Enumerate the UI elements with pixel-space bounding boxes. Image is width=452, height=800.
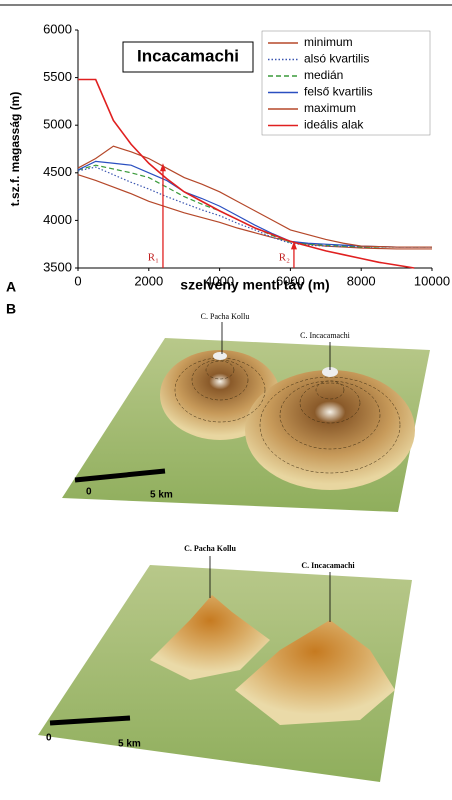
series-line — [77, 166, 432, 248]
x-tick-label: 4000 — [205, 273, 234, 288]
render-relief: C. Pacha Kollu C. Incacamachi 0 5 km — [38, 544, 412, 782]
y-axis-label: t.sz.f. magasság (m) — [8, 92, 22, 207]
peak-label: C. Incacamachi — [300, 331, 351, 340]
series-line — [77, 145, 432, 248]
scale-label: 0 — [86, 487, 92, 498]
x-tick-label: 10000 — [414, 273, 450, 288]
chart-title: Incacamachi — [137, 46, 239, 65]
series-line — [77, 160, 432, 248]
legend-box — [261, 30, 431, 136]
arrow-head — [290, 241, 297, 250]
legend-label: maximum — [304, 101, 356, 115]
legend-label: ideális alak — [304, 118, 364, 132]
y-tick-label: 5500 — [43, 69, 72, 84]
arrow-head — [159, 163, 166, 172]
y-tick-label: 6000 — [43, 21, 72, 36]
peak-label: C. Pacha Kollu — [184, 544, 236, 553]
scale-label: 5 km — [118, 739, 141, 750]
y-tick-label: 4500 — [43, 164, 72, 179]
peak-label: C. Pacha Kollu — [201, 312, 250, 321]
series-line — [78, 78, 415, 269]
peak-label: C. Incacamachi — [301, 561, 355, 570]
x-tick-label: 6000 — [276, 273, 305, 288]
title-box — [122, 41, 254, 73]
annotation-label: R₂ — [279, 252, 290, 264]
x-tick-label: 2000 — [134, 273, 163, 288]
annotation-label: R₁ — [148, 252, 159, 264]
legend-label: medián — [304, 68, 343, 82]
render-contour: C. Pacha Kollu C. Incacamachi 0 5 km — [62, 312, 430, 512]
panel-label: B — [6, 301, 16, 317]
scale-label: 0 — [46, 733, 52, 744]
legend-label: alsó kvartilis — [304, 52, 369, 66]
series-line — [77, 174, 432, 250]
x-axis-label: szelvény menti táv (m) — [180, 277, 329, 293]
y-tick-label: 3500 — [43, 259, 72, 274]
series-line — [77, 164, 432, 248]
y-tick-label: 4000 — [43, 212, 72, 227]
x-tick-label: 8000 — [347, 273, 376, 288]
legend-label: felső kvartilis — [304, 85, 373, 99]
y-tick-label: 5000 — [43, 117, 72, 132]
x-tick-label: 0 — [74, 273, 81, 288]
legend-label: minimum — [304, 35, 353, 49]
chart-a: 3500 4000 4500 5000 5500 6000 0 2000 4000 6000 800… — [8, 21, 450, 292]
scale-label: 5 km — [150, 490, 173, 501]
panel-label: A — [6, 279, 16, 295]
